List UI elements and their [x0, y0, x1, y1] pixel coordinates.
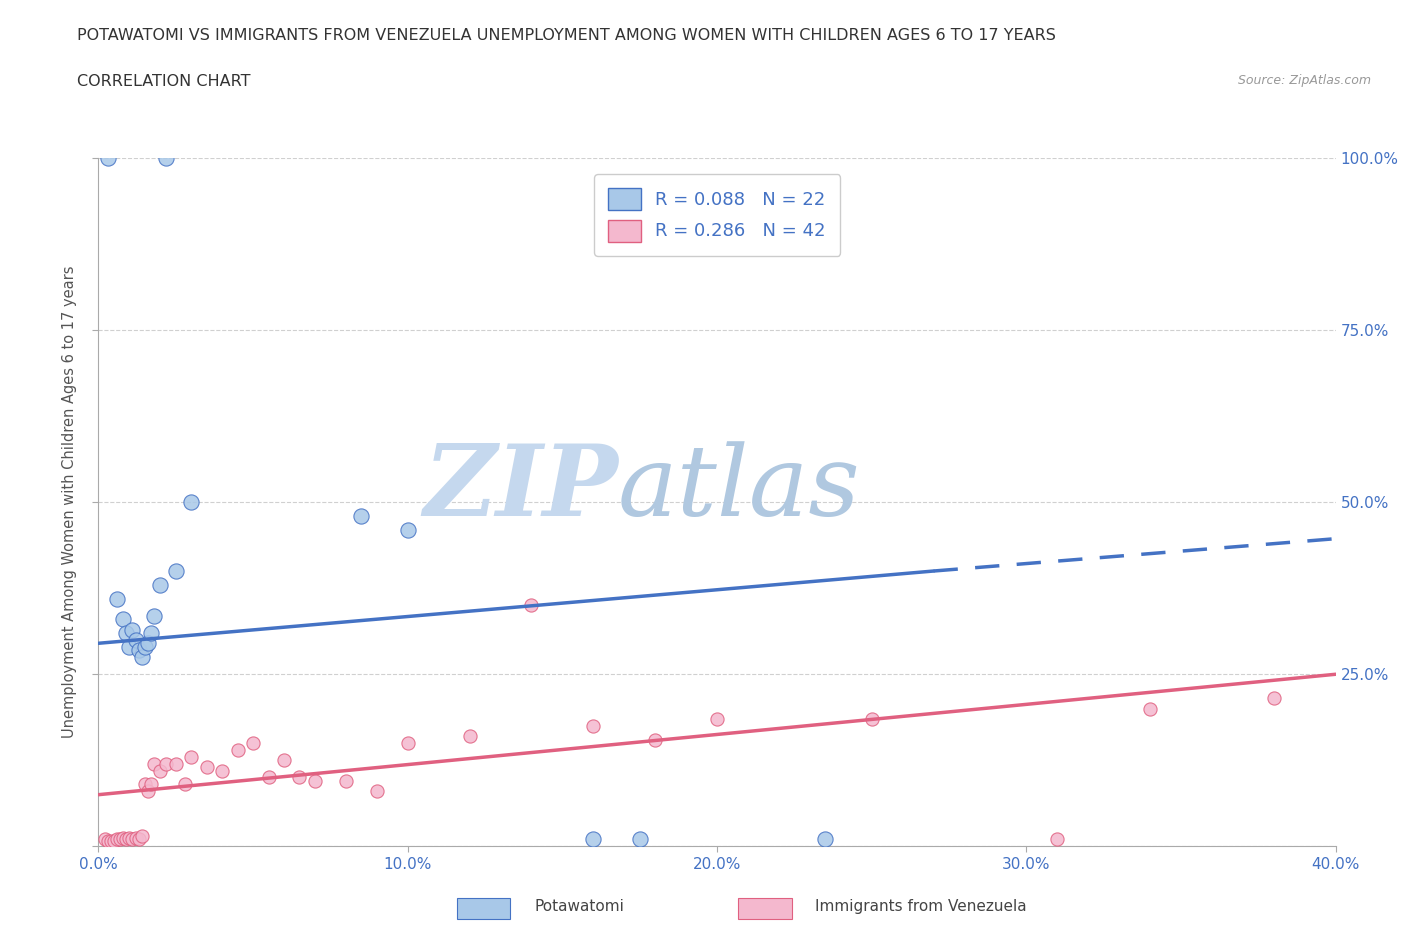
- Point: [121, 622, 143, 637]
- Point: [143, 756, 166, 771]
- Y-axis label: Unemployment Among Women with Children Ages 6 to 17 years: Unemployment Among Women with Children A…: [62, 266, 77, 738]
- Point: [143, 608, 166, 623]
- Text: atlas: atlas: [619, 441, 860, 536]
- Point: [112, 612, 135, 627]
- Point: [134, 777, 156, 791]
- Point: [180, 495, 202, 510]
- Point: [105, 832, 128, 847]
- Point: [257, 770, 280, 785]
- Point: [1139, 701, 1161, 716]
- Point: [121, 832, 143, 847]
- Point: [396, 736, 419, 751]
- Point: [1046, 832, 1069, 847]
- Point: [335, 774, 357, 789]
- Point: [103, 833, 125, 848]
- Point: [93, 832, 115, 847]
- Text: ZIP: ZIP: [423, 440, 619, 537]
- Point: [165, 756, 187, 771]
- Point: [131, 829, 153, 844]
- Point: [273, 753, 295, 768]
- Point: [288, 770, 311, 785]
- Point: [128, 832, 150, 847]
- Point: [115, 832, 138, 847]
- Point: [136, 784, 159, 799]
- Text: Potawatomi: Potawatomi: [534, 899, 624, 914]
- Point: [97, 833, 120, 848]
- Point: [174, 777, 197, 791]
- Legend: R = 0.088   N = 22, R = 0.286   N = 42: R = 0.088 N = 22, R = 0.286 N = 42: [593, 174, 841, 256]
- Point: [165, 564, 187, 578]
- Text: POTAWATOMI VS IMMIGRANTS FROM VENEZUELA UNEMPLOYMENT AMONG WOMEN WITH CHILDREN A: POTAWATOMI VS IMMIGRANTS FROM VENEZUELA …: [77, 28, 1056, 43]
- Point: [1263, 691, 1285, 706]
- Point: [136, 636, 159, 651]
- Point: [108, 832, 131, 847]
- Point: [582, 719, 605, 734]
- Point: [155, 756, 177, 771]
- Point: [112, 830, 135, 845]
- Point: [139, 626, 162, 641]
- Text: Source: ZipAtlas.com: Source: ZipAtlas.com: [1237, 74, 1371, 87]
- Point: [115, 626, 138, 641]
- Point: [814, 832, 837, 847]
- Point: [149, 578, 172, 592]
- Point: [304, 774, 326, 789]
- Point: [458, 729, 481, 744]
- Point: [860, 711, 883, 726]
- Point: [124, 830, 146, 845]
- Point: [520, 598, 543, 613]
- Point: [706, 711, 728, 726]
- Point: [644, 732, 666, 747]
- Point: [131, 649, 153, 664]
- Point: [139, 777, 162, 791]
- Point: [134, 639, 156, 654]
- Point: [105, 591, 128, 606]
- Point: [396, 523, 419, 538]
- Point: [195, 760, 218, 775]
- Point: [118, 639, 141, 654]
- Point: [128, 643, 150, 658]
- Point: [149, 764, 172, 778]
- Point: [628, 832, 651, 847]
- Text: CORRELATION CHART: CORRELATION CHART: [77, 74, 250, 89]
- Point: [211, 764, 233, 778]
- Point: [118, 830, 141, 845]
- Point: [124, 632, 146, 647]
- Point: [350, 509, 373, 524]
- Point: [226, 742, 249, 757]
- Point: [180, 750, 202, 764]
- Point: [242, 736, 264, 751]
- Point: [582, 832, 605, 847]
- Point: [97, 151, 120, 166]
- Point: [100, 833, 122, 848]
- Text: Immigrants from Venezuela: Immigrants from Venezuela: [815, 899, 1028, 914]
- Point: [155, 151, 177, 166]
- Point: [366, 784, 388, 799]
